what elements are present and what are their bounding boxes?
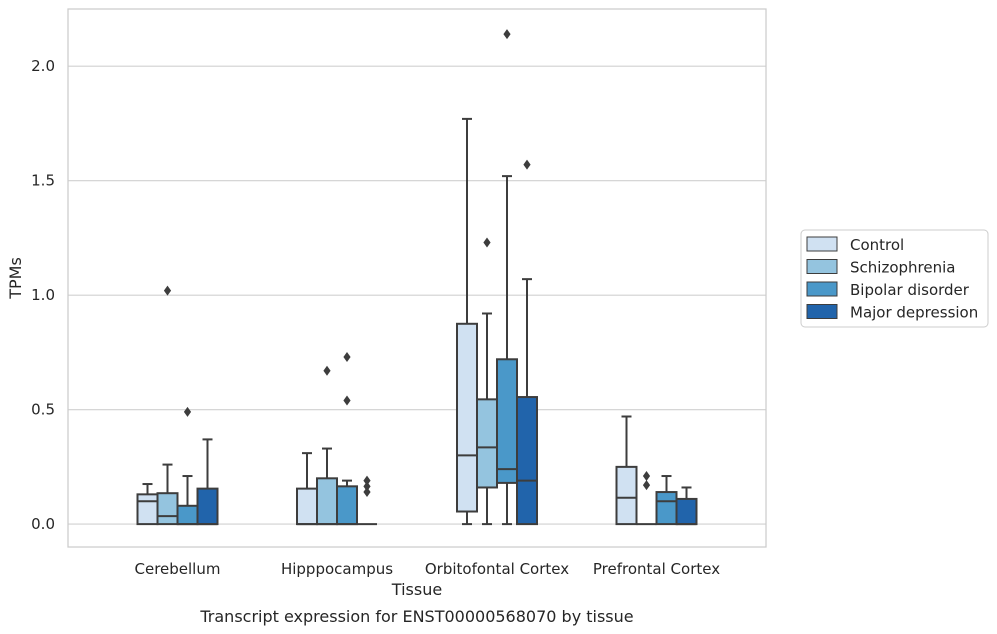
outlier-point [523, 159, 531, 170]
y-axis-label: TPMs [6, 257, 25, 300]
box-body [675, 497, 698, 526]
outlier-point [343, 351, 351, 362]
box-schizophrenia [156, 285, 179, 526]
box-bipolar-disorder [496, 29, 518, 526]
x-tick-label: Prefrontal Cortex [593, 560, 720, 578]
box-control [456, 117, 478, 526]
legend-entry-label: Schizophrenia [850, 259, 955, 277]
outlier-point [363, 481, 371, 492]
box-body [496, 358, 518, 484]
legend: Control Schizophrenia Bipolar disorder Majo… [800, 229, 989, 328]
legend-swatch [806, 236, 838, 252]
box-body [615, 465, 638, 526]
y-tick-label: 1.0 [31, 286, 55, 304]
box-body [296, 487, 318, 526]
box-bipolar-disorder [336, 351, 358, 526]
box-bipolar-disorder [176, 406, 199, 526]
chart-caption: Transcript expression for ENST0000056807… [199, 607, 633, 626]
x-tick-label: Hipppocampus [281, 560, 393, 578]
box-body [136, 493, 159, 526]
y-tick-label: 2.0 [31, 57, 55, 75]
outlier-point [183, 406, 192, 417]
y-tick-label: 0.0 [31, 515, 55, 533]
outlier-point [363, 487, 371, 498]
box-major-depression [675, 486, 698, 526]
legend-entry-label: Major depression [850, 304, 978, 322]
box-major-depression [196, 438, 219, 526]
y-tick-label: 0.5 [31, 401, 55, 419]
box-body [176, 504, 199, 526]
x-tick-label: Cerebellum [135, 560, 221, 578]
outlier-point [642, 480, 651, 491]
legend-frame [800, 229, 989, 328]
box-schizophrenia [316, 365, 338, 526]
box-body [476, 398, 498, 489]
x-axis-label: Tissue [391, 580, 442, 599]
box-schizophrenia [476, 237, 498, 526]
plot-area-frame [67, 8, 767, 548]
legend-swatch [806, 281, 838, 297]
y-tick-label: 1.5 [31, 172, 55, 190]
legend-swatch [806, 304, 838, 319]
legend-entry-label: Bipolar disorder [850, 281, 970, 299]
box-control [136, 483, 159, 526]
box-body [316, 477, 338, 526]
outlier-point [642, 471, 651, 482]
box-major-depression [357, 475, 377, 526]
grid-lines [68, 65, 766, 525]
box-bipolar-disorder [655, 475, 678, 526]
x-tick-label: Orbitofontal Cortex [425, 560, 569, 578]
outlier-point [323, 365, 331, 376]
box-control [615, 415, 638, 526]
outlier-point [163, 285, 172, 296]
box-body [516, 396, 538, 526]
legend-entry-label: Control [850, 236, 904, 254]
box-body [655, 491, 678, 526]
box-body [456, 322, 478, 513]
x-tick-labels: Cerebellum Hipppocampus Orbitofontal Corte… [135, 560, 721, 578]
outlier-point [483, 237, 491, 248]
outlier-point [343, 395, 351, 406]
box-schizophrenia [636, 471, 657, 526]
legend-swatch [806, 259, 838, 274]
box-body [156, 492, 179, 526]
box-body [336, 485, 358, 526]
box-major-depression [516, 159, 538, 526]
outlier-point [363, 475, 371, 486]
box-groups [136, 29, 698, 526]
outlier-point [503, 29, 511, 40]
box-body [196, 487, 219, 526]
y-tick-labels: 0.0 0.5 1.0 1.5 2.0 [31, 57, 55, 533]
box-control [296, 452, 318, 526]
